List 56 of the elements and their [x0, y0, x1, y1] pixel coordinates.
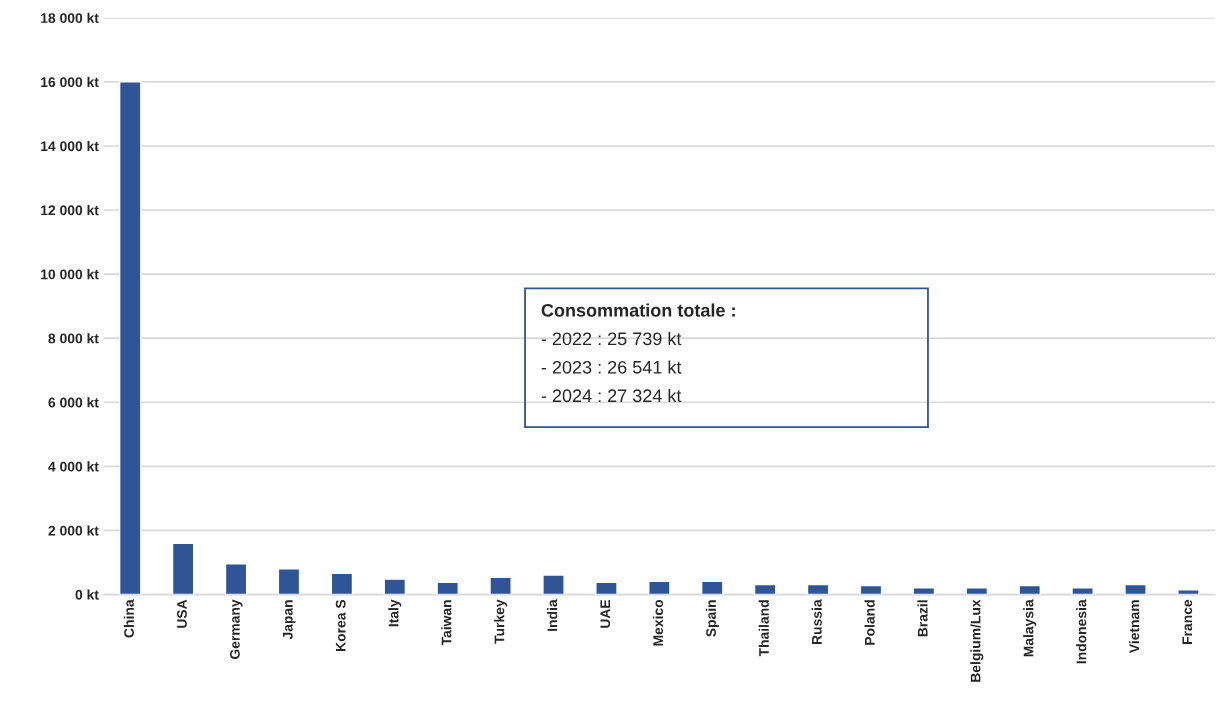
- x-tick-label: Korea S: [335, 599, 346, 651]
- x-tick-label: UAE: [600, 599, 611, 628]
- x-tick-label: Japan: [283, 600, 296, 640]
- bar: [171, 542, 195, 595]
- y-tick-label: 10 000 kt: [41, 269, 99, 280]
- y-tick-label: 8 000 kt: [48, 333, 99, 344]
- annotation: Consommation totale :: [541, 303, 735, 317]
- annotation: - 2023 : 26 541 kt: [541, 360, 682, 374]
- bar: [118, 81, 142, 595]
- x-tick-label: Thailand: [758, 600, 769, 657]
- x-tick-label: Russia: [811, 599, 822, 644]
- x-tick-label: Germany: [229, 599, 243, 660]
- bar: [912, 587, 936, 595]
- x-tick-label: Indonesia: [1076, 599, 1087, 664]
- bar: [965, 587, 989, 595]
- bar: [1177, 589, 1200, 595]
- x-tick-label: France: [1182, 599, 1193, 644]
- x-tick-label: Italy: [388, 599, 402, 627]
- annotation: - 2022 : 25 739 kt: [541, 331, 682, 346]
- bar: [383, 578, 407, 595]
- x-tick-label: Spain: [705, 600, 719, 637]
- x-tick-label: Vietnam: [1129, 600, 1140, 654]
- x-tick-label: Belgium/Lux: [970, 599, 984, 682]
- y-tick-label: 16 000 kt: [41, 76, 99, 88]
- bar: [595, 581, 618, 595]
- y-tick-label: 12 000 kt: [41, 205, 99, 216]
- y-tick-label: 14 000 kt: [41, 140, 99, 152]
- annotation: - 2024 : 27 324 kt: [541, 388, 682, 403]
- y-tick-label: 4 000 kt: [48, 461, 99, 472]
- bar: [700, 580, 724, 595]
- y-tick-label: 0 kt: [75, 589, 99, 600]
- bar: [277, 568, 301, 595]
- bar: [648, 580, 671, 595]
- x-tick-label: Mexico: [652, 599, 664, 646]
- bar: [436, 581, 459, 595]
- x-tick-label: India: [547, 599, 558, 631]
- y-tick-label: 2 000 kt: [48, 525, 99, 536]
- bar: [1124, 583, 1147, 595]
- y-tick-label: 18 000 kt: [41, 12, 99, 23]
- x-tick-label: Brazil: [917, 600, 928, 637]
- x-tick-label: Taiwan: [441, 600, 452, 646]
- x-tick-label: USA: [177, 599, 187, 628]
- x-tick-label: Poland: [864, 600, 875, 645]
- bar: [330, 572, 354, 595]
- bar: [1018, 584, 1041, 595]
- bar: [806, 583, 830, 595]
- x-tick-label: Malaysia: [1023, 599, 1037, 657]
- y-tick-label: 6 000 kt: [48, 397, 99, 408]
- bar: [753, 583, 777, 595]
- bar: [1071, 587, 1094, 595]
- bar: [224, 563, 248, 595]
- bar: [859, 584, 883, 595]
- x-tick-label: China: [123, 599, 134, 638]
- x-tick-label: Turkey: [494, 599, 508, 644]
- bar: [542, 574, 565, 595]
- bar: [489, 576, 512, 595]
